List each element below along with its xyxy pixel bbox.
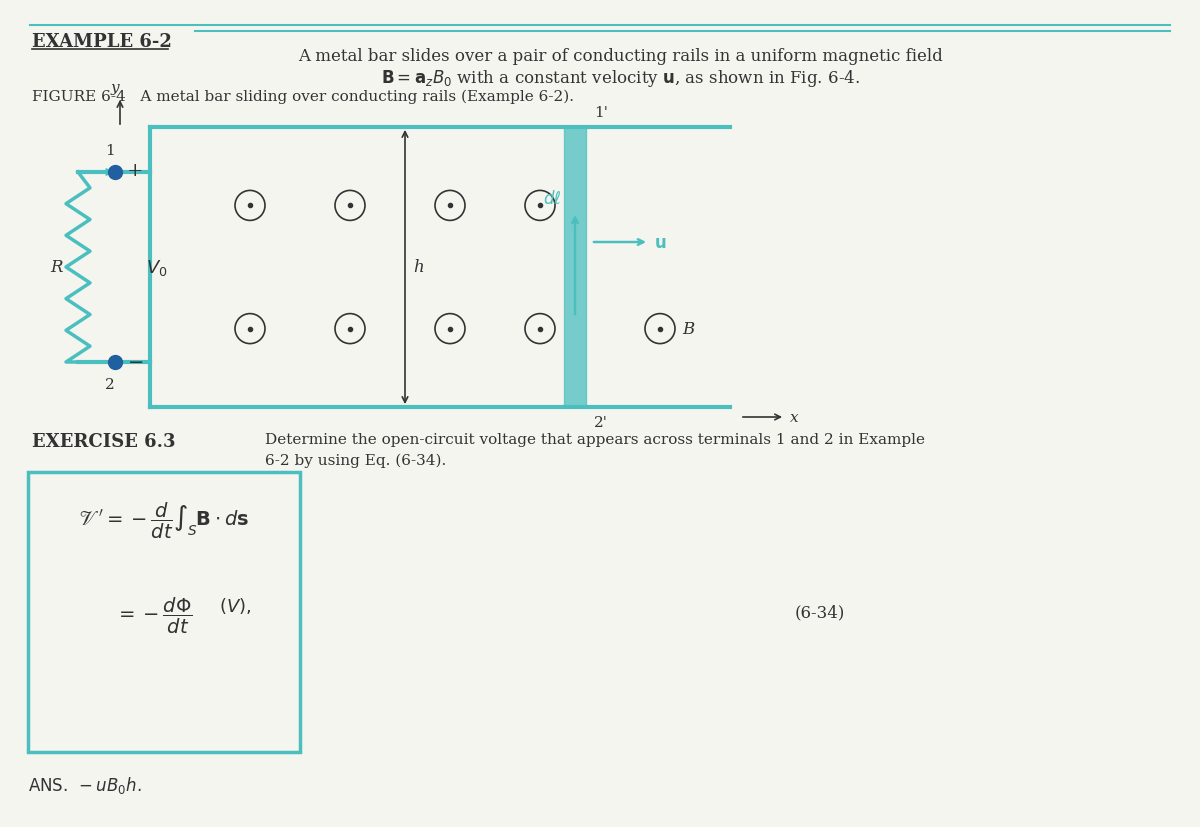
Text: $V_0$: $V_0$: [146, 258, 168, 278]
Text: $d\ell$: $d\ell$: [542, 189, 562, 208]
Text: +: +: [127, 162, 144, 179]
Text: Determine the open-circuit voltage that appears across terminals 1 and 2 in Exam: Determine the open-circuit voltage that …: [265, 433, 925, 447]
Text: $\mathbf{u}$: $\mathbf{u}$: [654, 234, 666, 251]
Text: EXAMPLE 6-2: EXAMPLE 6-2: [32, 33, 172, 51]
Text: R: R: [49, 259, 62, 276]
Text: 1': 1': [594, 106, 608, 120]
Text: $\mathscr{V}' = -\dfrac{d}{dt}\int_S \mathbf{B}\cdot d\mathbf{s}$: $\mathscr{V}' = -\dfrac{d}{dt}\int_S \ma…: [79, 500, 250, 540]
Text: h: h: [413, 259, 424, 276]
Text: $= -\dfrac{d\Phi}{dt}$: $= -\dfrac{d\Phi}{dt}$: [115, 595, 193, 635]
Text: (6-34): (6-34): [794, 604, 845, 621]
Text: 2: 2: [106, 378, 115, 391]
Text: A metal bar slides over a pair of conducting rails in a uniform magnetic field: A metal bar slides over a pair of conduc…: [298, 48, 942, 65]
Text: $-$: $-$: [127, 351, 143, 370]
Text: B: B: [682, 321, 695, 337]
Text: 2': 2': [594, 415, 608, 429]
Bar: [564, 128, 586, 408]
Text: y: y: [110, 81, 119, 95]
Text: 1: 1: [106, 144, 115, 158]
Text: FIGURE 6-4   A metal bar sliding over conducting rails (Example 6-2).: FIGURE 6-4 A metal bar sliding over cond…: [32, 90, 574, 104]
Bar: [28, 472, 300, 752]
Text: EXERCISE 6.3: EXERCISE 6.3: [32, 433, 175, 451]
Text: x: x: [790, 410, 799, 424]
Text: $\mathrm{ANS.}$$\;-uB_0h.$: $\mathrm{ANS.}$$\;-uB_0h.$: [28, 774, 142, 795]
Text: $(V),$: $(V),$: [220, 595, 251, 615]
Text: $\mathbf{B} = \mathbf{a}_z B_0$ with a constant velocity $\mathbf{u}$, as shown : $\mathbf{B} = \mathbf{a}_z B_0$ with a c…: [380, 68, 859, 88]
Text: 6-2 by using Eq. (6-34).: 6-2 by using Eq. (6-34).: [265, 453, 446, 468]
